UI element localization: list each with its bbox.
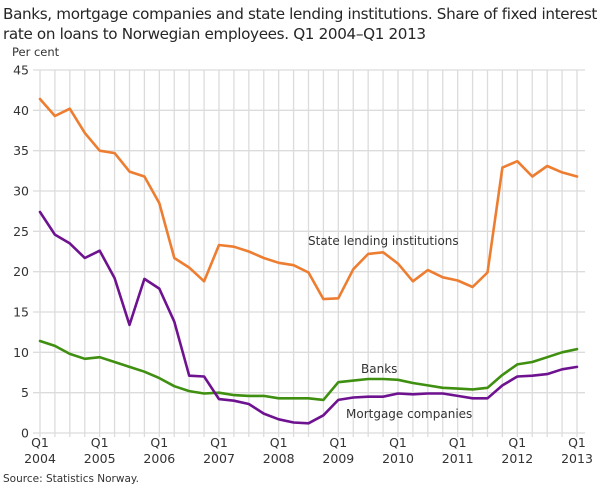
x-tick-quarter: Q1 [508, 435, 526, 450]
x-tick-quarter: Q1 [568, 435, 586, 450]
series-line-banks [38, 339, 579, 402]
y-tick-label: 15 [13, 305, 29, 320]
series-lines [38, 97, 579, 425]
x-tick-year: 2011 [442, 451, 474, 466]
y-tick-label: 10 [13, 345, 29, 360]
y-tick-label: 35 [13, 143, 29, 158]
x-tick-quarter: Q1 [389, 435, 407, 450]
x-axis-ticks: Q12004Q12005Q12006Q12007Q12008Q12009Q120… [24, 435, 593, 466]
y-tick-label: 5 [21, 385, 29, 400]
x-tick-year: 2007 [203, 451, 235, 466]
y-tick-label: 20 [13, 264, 29, 279]
x-tick-quarter: Q1 [31, 435, 49, 450]
series-line-state-lending-institutions [38, 97, 579, 301]
y-tick-label: 30 [13, 184, 29, 199]
y-tick-label: 25 [13, 224, 29, 239]
x-tick-quarter: Q1 [91, 435, 109, 450]
y-tick-label: 0 [21, 426, 29, 441]
x-tick-quarter: Q1 [210, 435, 228, 450]
x-tick-year: 2012 [501, 451, 533, 466]
x-tick-quarter: Q1 [150, 435, 168, 450]
chart-title: Banks, mortgage companies and state lend… [3, 5, 598, 43]
y-tick-label: 45 [13, 63, 29, 78]
y-axis-ticks: 0 5 10 15 20 25 30 35 40 45 [13, 63, 29, 441]
label-mortgage-companies: Mortgage companies [346, 407, 472, 421]
x-tick-year: 2006 [143, 451, 175, 466]
x-tick-year: 2010 [382, 451, 414, 466]
label-state-lending-institutions: State lending institutions [308, 234, 459, 248]
y-tick-label: 40 [13, 103, 29, 118]
x-tick-year: 2009 [322, 451, 354, 466]
x-tick-year: 2008 [263, 451, 295, 466]
x-tick-year: 2005 [84, 451, 116, 466]
source-note: Source: Statistics Norway. [3, 473, 139, 485]
x-tick-quarter: Q1 [329, 435, 347, 450]
x-tick-quarter: Q1 [270, 435, 288, 450]
y-axis-label: Per cent [12, 45, 60, 59]
x-tick-quarter: Q1 [449, 435, 467, 450]
gridlines [33, 69, 585, 437]
x-tick-year: 2013 [561, 451, 593, 466]
x-tick-year: 2004 [24, 451, 56, 466]
label-banks: Banks [361, 362, 397, 376]
